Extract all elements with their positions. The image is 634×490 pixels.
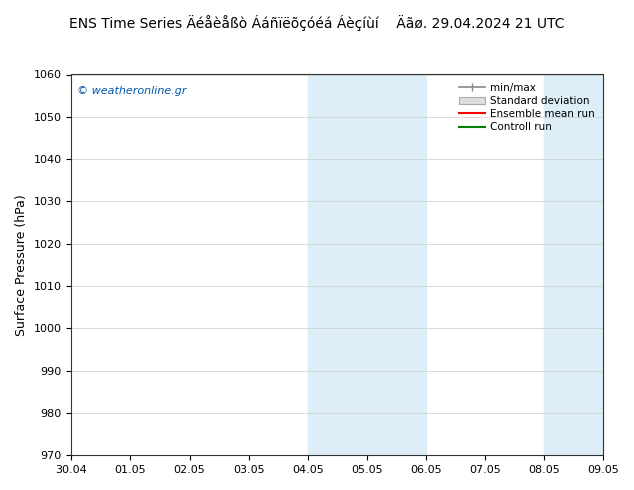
Bar [544, 74, 634, 455]
Bar [307, 74, 426, 455]
Legend: min/max, Standard deviation, Ensemble mean run, Controll run: min/max, Standard deviation, Ensemble me… [456, 80, 598, 135]
Text: ENS Time Series Äéåèåßò Ááñïëõçóéá Áèçíùí    Äãø. 29.04.2024 21 UTC: ENS Time Series Äéåèåßò Ááñïëõçóéá Áèçíù… [69, 15, 565, 31]
Y-axis label: Surface Pressure (hPa): Surface Pressure (hPa) [15, 194, 28, 336]
Text: © weatheronline.gr: © weatheronline.gr [77, 86, 186, 96]
